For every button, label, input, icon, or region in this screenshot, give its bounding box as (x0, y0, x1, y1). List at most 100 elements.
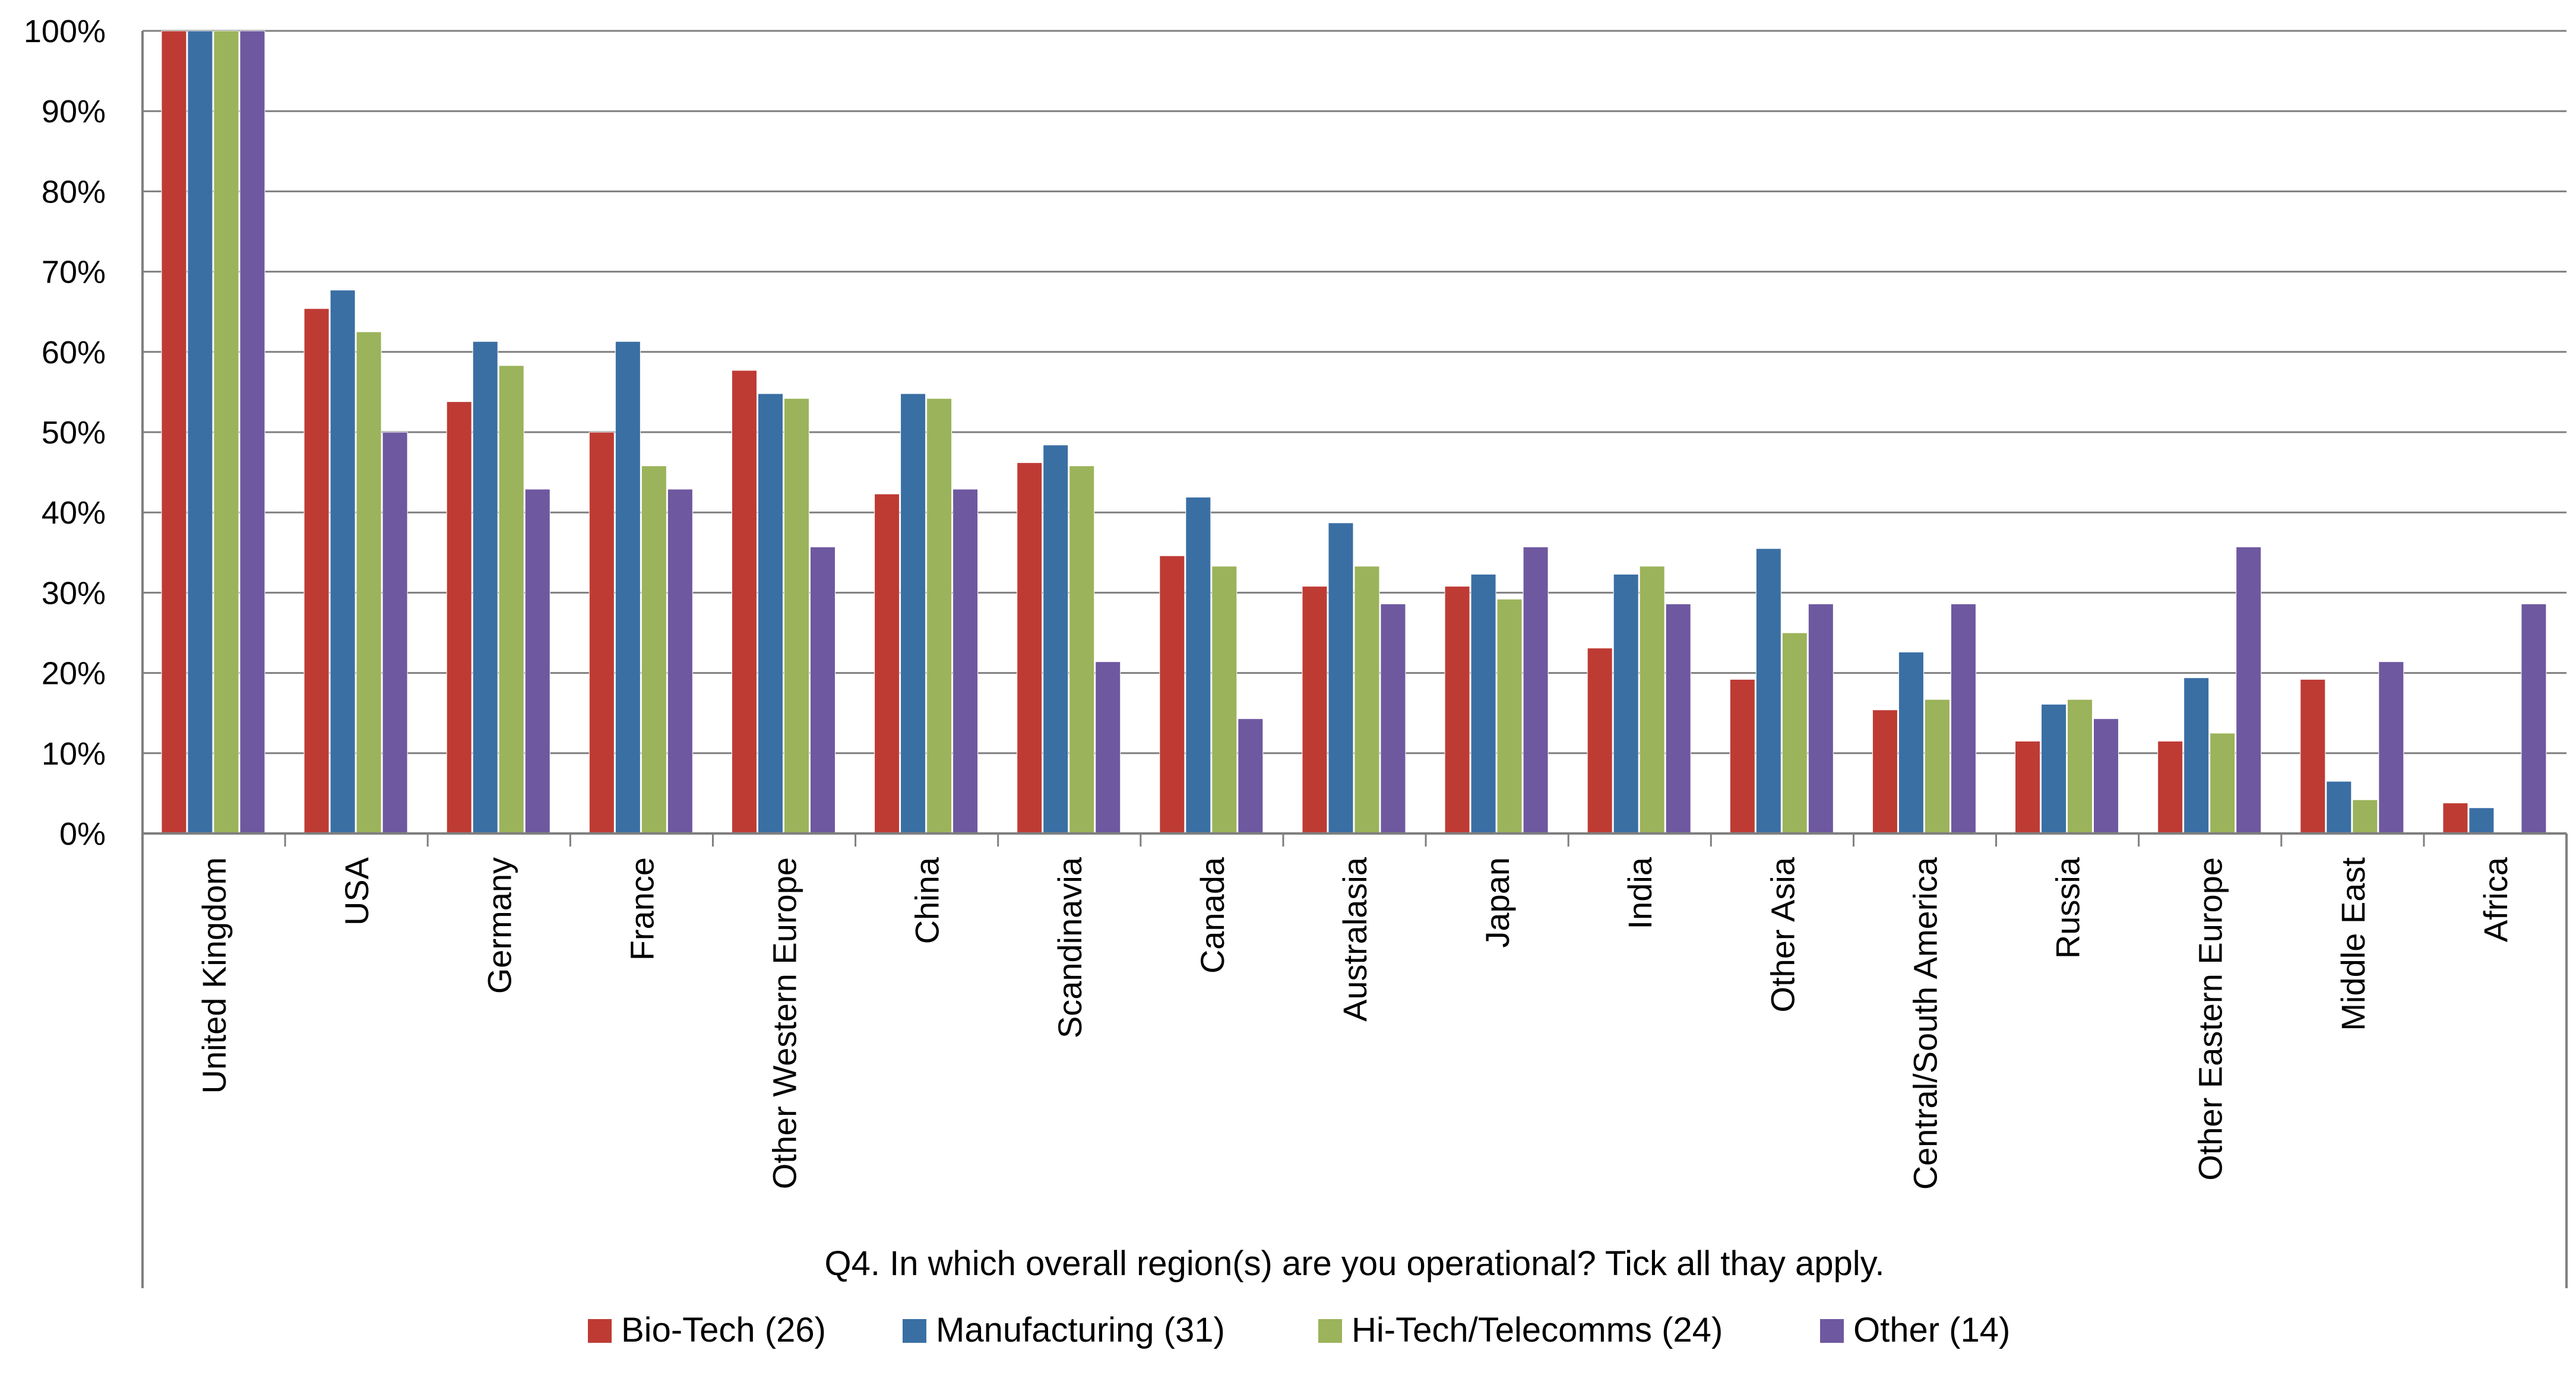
bar-2-3 (524, 489, 550, 834)
bar-2-0 (446, 401, 472, 834)
bar-5-0 (874, 493, 900, 834)
x-tick-label: Other Asia (1764, 857, 1801, 1012)
y-axis-ticks: 0% 10% 20% 30% 40% 50% 60% 70% 80% 90% 100% (24, 14, 106, 852)
bar-14-2 (2210, 733, 2236, 834)
bar-1-2 (356, 331, 382, 834)
bar-11-0 (1729, 679, 1755, 834)
x-tick-label: Middle East (2334, 857, 2372, 1031)
bar-1-3 (382, 432, 408, 834)
x-axis-labels: United Kingdom USA Germany France Other West… (195, 857, 2514, 1190)
axes (141, 31, 2568, 1288)
x-tick-label: India (1621, 857, 1659, 929)
x-tick-label: Russia (2049, 857, 2087, 959)
x-tick-label: Australasia (1336, 857, 1374, 1022)
bar-6-2 (1069, 465, 1095, 834)
x-tick-label: United Kingdom (195, 857, 233, 1093)
legend: Bio-Tech (26) Manufacturing (31) Hi-Tech/T… (588, 1311, 2010, 1349)
y-tick-label: 70% (42, 255, 106, 290)
bars (161, 30, 2547, 834)
bar-12-0 (1872, 709, 1898, 834)
bar-3-0 (588, 432, 615, 834)
bar-13-3 (2093, 718, 2119, 834)
bar-6-0 (1017, 462, 1043, 834)
x-tick-label: France (623, 857, 660, 961)
bar-15-2 (2352, 799, 2378, 834)
bar-11-1 (1755, 548, 1781, 834)
bar-11-2 (1781, 632, 1808, 834)
bar-9-0 (1444, 586, 1470, 834)
bar-15-3 (2378, 661, 2404, 834)
bar-4-1 (757, 393, 783, 834)
x-axis-title: Q4. In which overall region(s) are you o… (825, 1244, 1885, 1283)
bar-7-0 (1159, 555, 1185, 834)
bar-14-0 (2157, 741, 2183, 834)
bar-9-1 (1470, 573, 1496, 834)
bar-12-3 (1950, 603, 1976, 834)
x-tick-label: Germany (480, 857, 518, 994)
legend-label: Bio-Tech (26) (621, 1311, 826, 1349)
x-tick-label: Africa (2477, 857, 2514, 942)
bar-8-2 (1354, 566, 1380, 834)
y-tick-label: 90% (42, 94, 106, 129)
bar-4-0 (731, 370, 757, 834)
legend-label: Hi-Tech/Telecomms (24) (1352, 1311, 1723, 1349)
x-tick-label: China (909, 857, 946, 944)
bar-9-2 (1496, 598, 1523, 834)
y-tick-label: 20% (42, 656, 106, 692)
bar-5-3 (952, 489, 979, 834)
y-tick-label: 40% (42, 495, 106, 531)
bar-8-0 (1302, 586, 1328, 834)
x-tick-label: Scandinavia (1051, 857, 1088, 1038)
bar-3-2 (641, 465, 667, 834)
x-tick-label: Canada (1194, 857, 1231, 974)
x-tick-label: Other Western Europe (766, 857, 803, 1189)
y-tick-label: 100% (24, 14, 106, 49)
x-tick-label: Central/South America (1906, 857, 1944, 1190)
x-tick-label: Japan (1479, 857, 1516, 948)
bar-13-1 (2041, 703, 2067, 834)
bar-0-2 (213, 30, 239, 834)
bar-8-3 (1380, 603, 1406, 834)
bar-2-2 (498, 365, 524, 834)
bar-7-1 (1185, 497, 1211, 834)
bar-3-1 (615, 341, 641, 834)
legend-swatch (1820, 1319, 1844, 1343)
legend-swatch (1318, 1319, 1342, 1343)
bar-7-3 (1238, 718, 1264, 834)
bar-14-1 (2183, 677, 2210, 834)
legend-swatch (588, 1319, 612, 1343)
bar-14-3 (2236, 546, 2262, 834)
y-tick-label: 30% (42, 575, 106, 611)
bar-4-3 (809, 546, 836, 834)
bar-4-2 (783, 398, 809, 834)
bar-0-1 (187, 30, 213, 834)
bar-9-3 (1523, 546, 1549, 834)
legend-label: Other (14) (1853, 1311, 2010, 1349)
bar-8-1 (1328, 522, 1354, 834)
legend-label: Manufacturing (31) (936, 1311, 1225, 1349)
bar-2-1 (472, 341, 498, 834)
bar-0-0 (161, 30, 187, 834)
y-tick-label: 80% (42, 174, 106, 210)
x-tick-label: Other Eastern Europe (2192, 857, 2229, 1181)
bar-15-0 (2300, 679, 2326, 834)
bar-13-0 (2015, 741, 2041, 834)
bar-10-3 (1665, 603, 1691, 834)
y-tick-label: 50% (42, 415, 106, 451)
bar-5-1 (900, 393, 926, 834)
bar-10-1 (1613, 573, 1639, 834)
bar-12-1 (1898, 651, 1924, 834)
bar-7-2 (1211, 566, 1238, 834)
bar-10-2 (1639, 566, 1665, 834)
bar-16-0 (2442, 803, 2469, 834)
y-tick-label: 0% (59, 816, 106, 852)
y-tick-label: 60% (42, 335, 106, 370)
bar-1-0 (303, 308, 330, 834)
bar-10-0 (1587, 648, 1613, 834)
x-tick-label: USA (338, 857, 375, 925)
bar-3-3 (667, 489, 693, 834)
legend-swatch (903, 1319, 926, 1343)
bar-13-2 (2067, 699, 2093, 834)
bar-1-1 (330, 290, 356, 834)
